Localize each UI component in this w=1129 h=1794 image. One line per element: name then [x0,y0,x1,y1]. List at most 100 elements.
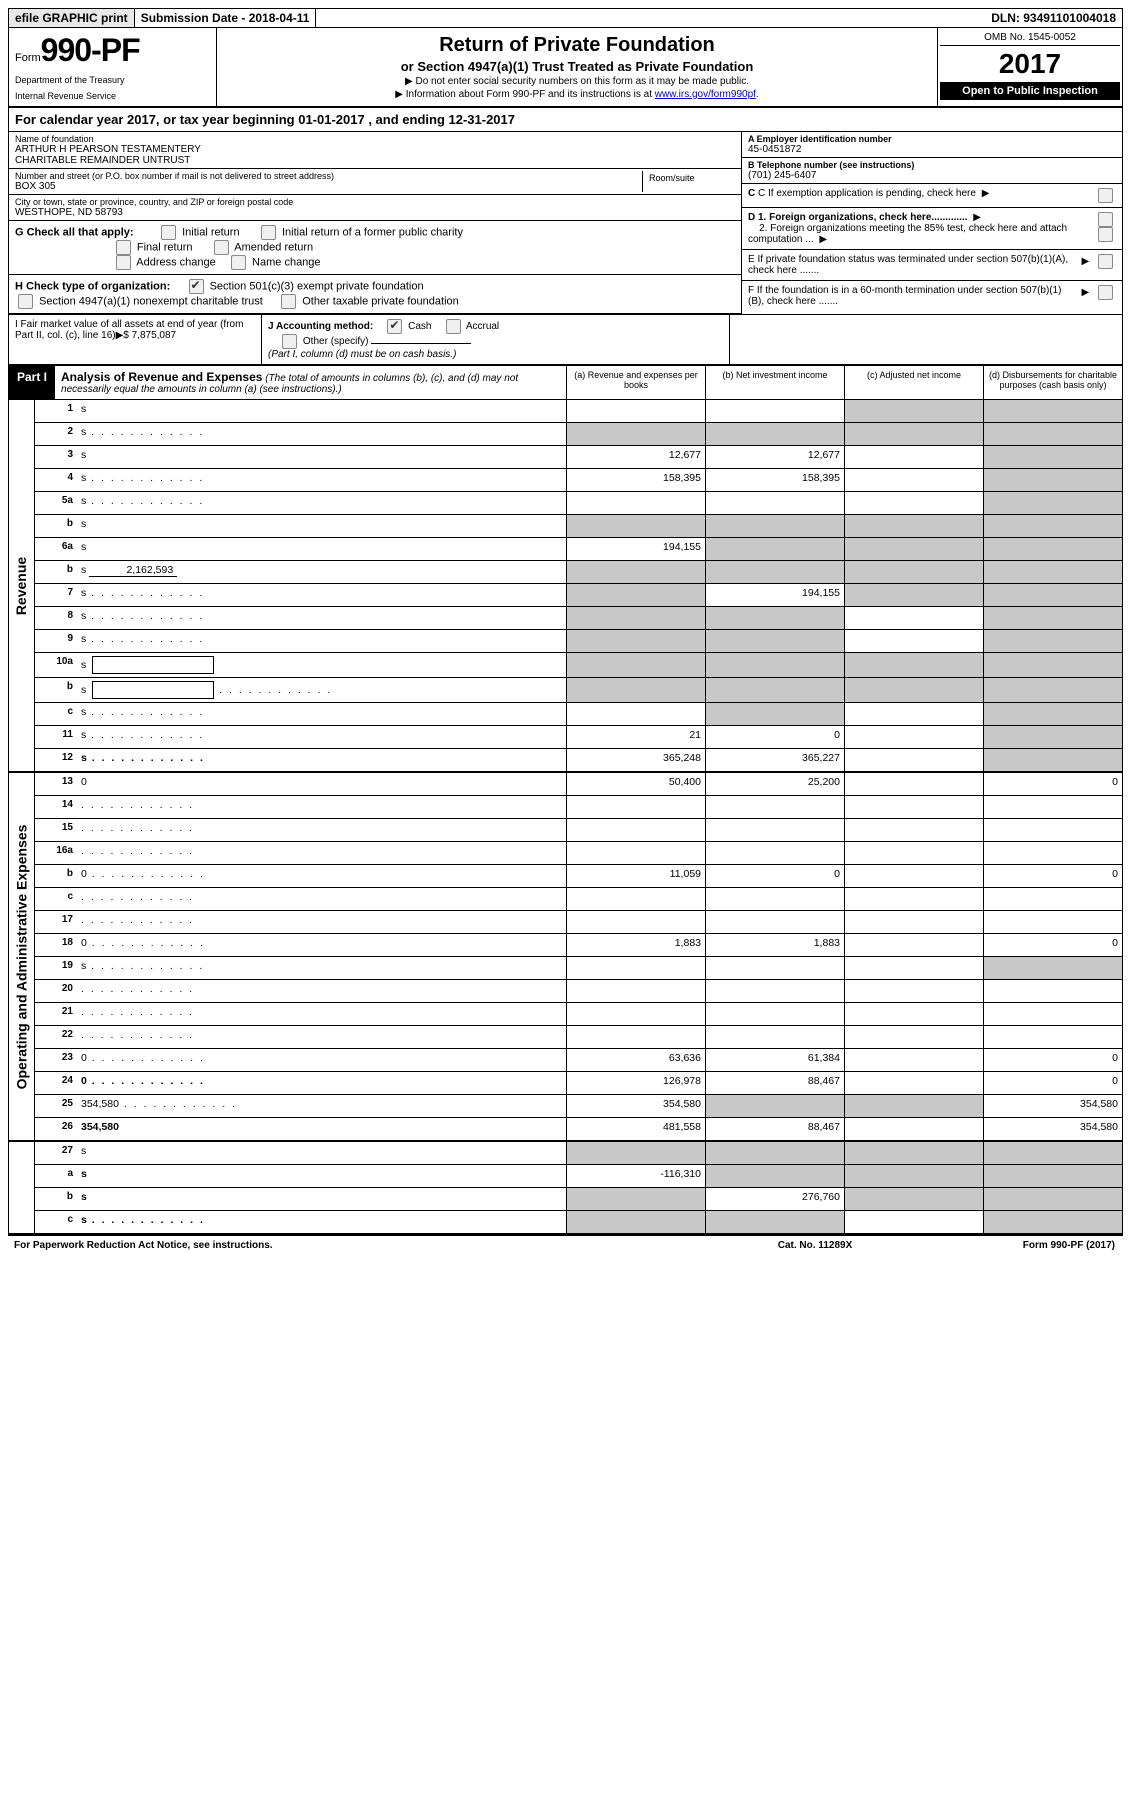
line-13: 13050,40025,2000 [35,773,1122,796]
amount-col-b [706,842,845,864]
line-description [77,796,567,818]
irs-link[interactable]: www.irs.gov/form990pf [655,89,756,100]
name-label: Name of foundation [15,134,735,144]
line-number: b [35,561,77,583]
instructions-note: ▶ Information about Form 990-PF and its … [223,89,931,100]
line-number: 17 [35,911,77,933]
amount-col-a [567,819,706,841]
amount-col-c [845,1003,984,1025]
terminated-checkbox[interactable] [1098,254,1113,269]
exemption-pending-checkbox[interactable] [1098,188,1113,203]
line-description [77,980,567,1002]
amount-col-d [984,515,1122,537]
amount-col-d: 0 [984,1049,1122,1071]
amount-col-b [706,1003,845,1025]
accrual-checkbox[interactable] [446,319,461,334]
line-number: 6a [35,538,77,560]
form-subtitle: or Section 4947(a)(1) Trust Treated as P… [223,59,931,74]
other-taxable-checkbox[interactable] [281,294,296,309]
line-description: s [77,957,567,979]
4947-checkbox[interactable] [18,294,33,309]
address: BOX 305 [15,181,642,192]
sections-ijf: I Fair market value of all assets at end… [9,315,1122,365]
line-number: 8 [35,607,77,629]
amount-col-b [706,492,845,514]
amount-col-d [984,726,1122,748]
amount-col-a: 365,248 [567,749,706,771]
amount-col-b: 276,760 [706,1188,845,1210]
line-description [77,1026,567,1048]
line-description: s [77,749,567,771]
amount-col-d: 0 [984,773,1122,795]
amount-col-a [567,957,706,979]
address-change-checkbox[interactable] [116,255,131,270]
efile-label: efile GRAPHIC print [9,9,135,27]
other-method-checkbox[interactable] [282,334,297,349]
initial-former-checkbox[interactable] [261,225,276,240]
amount-col-a [567,607,706,629]
line-18: 1801,8831,8830 [35,934,1122,957]
amount-col-a [567,630,706,652]
amended-return-checkbox[interactable] [214,240,229,255]
foreign-org-checkbox[interactable] [1098,212,1113,227]
60month-checkbox[interactable] [1098,285,1113,300]
line-description: s [77,469,567,491]
line-6a: 6as194,155 [35,538,1122,561]
cash-checkbox[interactable] [387,319,402,334]
form-footer: For Paperwork Reduction Act Notice, see … [8,1236,1121,1255]
line-description: 354,580 [77,1095,567,1117]
amount-col-d [984,538,1122,560]
amount-col-a: 194,155 [567,538,706,560]
line-number: b [35,865,77,887]
amount-col-b: 12,677 [706,446,845,468]
501c3-checkbox[interactable] [189,279,204,294]
amount-col-d [984,400,1122,422]
line-27c: cs [35,1211,1122,1233]
amount-col-c [845,1142,984,1164]
line-description: s [77,446,567,468]
amount-col-b [706,888,845,910]
amount-col-c [845,1188,984,1210]
line-number: 27 [35,1142,77,1164]
amount-col-a: 12,677 [567,446,706,468]
amount-col-c [845,492,984,514]
line-number: a [35,1165,77,1187]
line-description: s [77,1142,567,1164]
amount-col-d: 354,580 [984,1118,1122,1140]
line-description: 0 [77,1049,567,1071]
amount-col-c [845,469,984,491]
amount-col-b [706,423,845,445]
line-description [77,819,567,841]
amount-col-c [845,726,984,748]
line-19: 19s [35,957,1122,980]
amount-col-d [984,1026,1122,1048]
form-title: Return of Private Foundation [223,34,931,57]
amount-col-a [567,423,706,445]
amount-col-b [706,1095,845,1117]
amount-col-a [567,980,706,1002]
part1-label: Part I [9,366,55,399]
amount-col-d [984,957,1122,979]
line-description [77,888,567,910]
amount-col-c [845,911,984,933]
line-17: 17 [35,911,1122,934]
revenue-label: Revenue [14,556,30,614]
foreign-85-checkbox[interactable] [1098,227,1113,242]
final-return-checkbox[interactable] [116,240,131,255]
amount-col-d [984,819,1122,841]
ssn-note: ▶ Do not enter social security numbers o… [223,76,931,87]
amount-col-d: 354,580 [984,1095,1122,1117]
line-5b: bs [35,515,1122,538]
amount-col-b [706,515,845,537]
line-number: 19 [35,957,77,979]
amount-col-a: 126,978 [567,1072,706,1094]
line-description: s [77,423,567,445]
line-description: s [77,607,567,629]
name-change-checkbox[interactable] [231,255,246,270]
line-8: 8s [35,607,1122,630]
line-number: 21 [35,1003,77,1025]
amount-col-c [845,865,984,887]
amount-col-b [706,561,845,583]
amount-col-b [706,911,845,933]
initial-return-checkbox[interactable] [161,225,176,240]
